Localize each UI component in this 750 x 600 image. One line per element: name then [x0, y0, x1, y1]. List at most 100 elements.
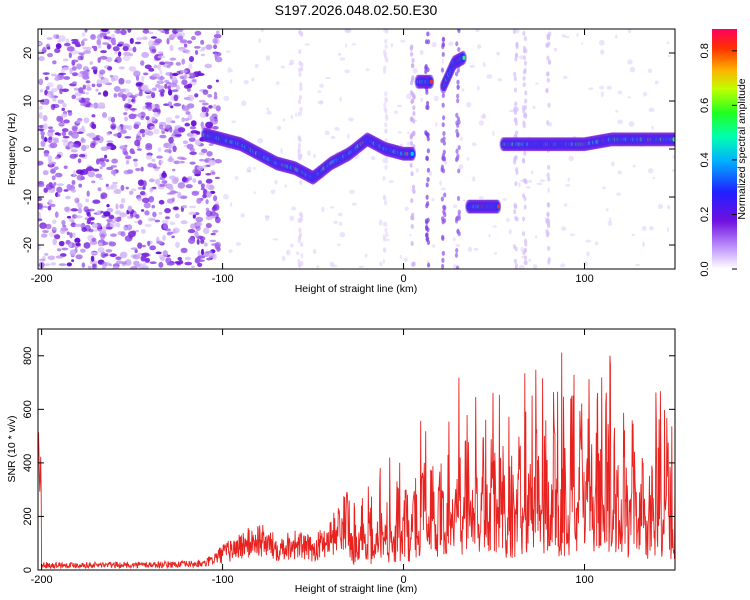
- spectrogram-noise-mark: [166, 37, 170, 45]
- spectrogram-noise-mark: [101, 161, 106, 168]
- spectrogram-streak-mark: [384, 128, 388, 134]
- spectrogram-streak-mark: [514, 101, 518, 107]
- spectrogram-noise-mark: [71, 72, 79, 77]
- spectrogram-streak-mark: [426, 177, 430, 183]
- spectrogram-noise-mark: [204, 242, 208, 247]
- spectrogram-noise-mark: [61, 88, 70, 93]
- spectrogram-noise-mark: [276, 125, 282, 131]
- spectrogram-noise-mark: [139, 128, 146, 134]
- spectrogram-noise-mark: [611, 161, 615, 167]
- spectrogram-noise-mark: [212, 229, 219, 233]
- spectrogram-noise-mark: [85, 198, 90, 203]
- spectrogram-noise-mark: [38, 56, 45, 62]
- spectrogram-streak-mark: [523, 255, 527, 261]
- spectrogram-noise-mark: [196, 197, 202, 204]
- spectrogram-noise-mark: [169, 189, 176, 195]
- spectrogram-noise-mark: [173, 128, 179, 135]
- spectrogram-noise-mark: [142, 72, 149, 76]
- spectrogram-noise-mark: [135, 167, 141, 172]
- spectrogram-noise-mark: [192, 214, 196, 219]
- spectrogram-noise-mark: [115, 203, 119, 210]
- spectrogram-noise-mark: [175, 29, 184, 33]
- spectrogram-noise-mark: [59, 116, 64, 123]
- spectrogram-noise-mark: [179, 39, 188, 44]
- spectrogram-streak-mark: [546, 77, 550, 83]
- spectrogram-noise-mark: [213, 44, 218, 50]
- spectrogram-noise-mark: [39, 258, 46, 262]
- spectrogram-noise-mark: [285, 249, 291, 256]
- spectrogram-streak-mark: [385, 29, 389, 34]
- spectrogram-noise-mark: [119, 88, 124, 95]
- spectrogram-noise-mark: [112, 181, 118, 185]
- spectrogram-noise-mark: [171, 235, 175, 239]
- spectrogram-noise-mark: [204, 107, 209, 114]
- spectrogram-noise-mark: [132, 46, 137, 53]
- spectrogram-noise-mark: [105, 183, 109, 188]
- spectrogram-noise-mark: [120, 231, 126, 237]
- spectrogram-noise-mark: [493, 252, 498, 255]
- spectrogram-noise-mark: [565, 183, 571, 187]
- spectrogram-noise-mark: [138, 90, 143, 97]
- spectrogram-noise-mark: [62, 224, 67, 228]
- spectrogram-noise-mark: [206, 257, 212, 261]
- spectrogram-noise-mark: [576, 32, 579, 37]
- spectrogram-noise-mark: [167, 89, 173, 96]
- spectrogram-noise-mark: [109, 253, 117, 258]
- spectrogram-noise-mark: [336, 243, 342, 246]
- spectrogram-noise-mark: [42, 170, 49, 176]
- spectrogram-noise-mark: [72, 126, 78, 134]
- spectrogram-noise-mark: [106, 166, 114, 171]
- spectrogram-streak-mark: [547, 223, 551, 229]
- snr-y-label: SNR (10 * v/v): [6, 415, 18, 482]
- spectrogram-noise-mark: [144, 210, 150, 216]
- spectrogram-noise-mark: [228, 249, 233, 253]
- spectrogram-noise-mark: [107, 66, 113, 71]
- spectrogram-noise-mark: [119, 212, 128, 218]
- spectrogram-noise-mark: [127, 205, 133, 212]
- spectrogram-noise-mark: [78, 52, 85, 56]
- spectrogram-noise-mark: [478, 120, 485, 126]
- spectrogram-noise-mark: [112, 46, 120, 52]
- spectrogram-noise-mark: [321, 206, 325, 213]
- spectrogram-noise-mark: [211, 172, 216, 175]
- spectrogram-noise-mark: [136, 37, 143, 41]
- spectrogram-streak-mark: [424, 218, 429, 224]
- spectrogram-noise-mark: [100, 29, 109, 33]
- spectrogram-noise-mark: [42, 115, 48, 122]
- spectrogram-noise-mark: [38, 214, 42, 219]
- spectrogram-noise-mark: [399, 254, 402, 259]
- spectrogram-streak-mark: [412, 189, 416, 195]
- spectrogram-noise-mark: [45, 85, 50, 91]
- spectrogram-noise-mark: [110, 123, 117, 130]
- spectrogram-streak-mark: [384, 164, 388, 170]
- spectrogram-noise-mark: [412, 68, 418, 74]
- spectrogram-noise-mark: [200, 183, 205, 189]
- spectrogram-noise-mark: [419, 49, 424, 56]
- spectrogram-noise-mark: [137, 112, 142, 118]
- spectrogram-noise-mark: [133, 158, 138, 162]
- spectrogram-streak-mark: [515, 130, 519, 136]
- spectrogram-noise-mark: [128, 113, 137, 120]
- spectrogram-streak-mark: [514, 246, 518, 252]
- spectrogram-noise-mark: [214, 158, 222, 164]
- spectrogram-noise-mark: [164, 124, 171, 130]
- spectrogram-noise-mark: [63, 189, 69, 192]
- spectrogram-noise-mark: [205, 178, 213, 184]
- spectrogram-streak-mark: [440, 196, 444, 202]
- spectrogram-streak-mark: [297, 142, 302, 148]
- spectrogram-noise-mark: [134, 41, 142, 45]
- spectrogram-noise-mark: [461, 88, 465, 92]
- spectrogram-streak-mark: [454, 71, 459, 77]
- spectrogram-noise-mark: [92, 137, 101, 141]
- spectrogram-noise-mark: [165, 117, 173, 124]
- spectrogram-noise-mark: [201, 148, 208, 154]
- spectrogram-noise-mark: [241, 100, 247, 107]
- spectrogram-noise-mark: [52, 219, 57, 224]
- spectrogram-noise-mark: [189, 161, 196, 165]
- colorbar-gradient: [712, 29, 737, 269]
- spectrogram-noise-mark: [72, 232, 76, 238]
- spectrogram-noise-mark: [197, 250, 201, 257]
- spectrogram-noise-mark: [95, 173, 103, 178]
- spectrogram-streak-mark: [425, 89, 429, 95]
